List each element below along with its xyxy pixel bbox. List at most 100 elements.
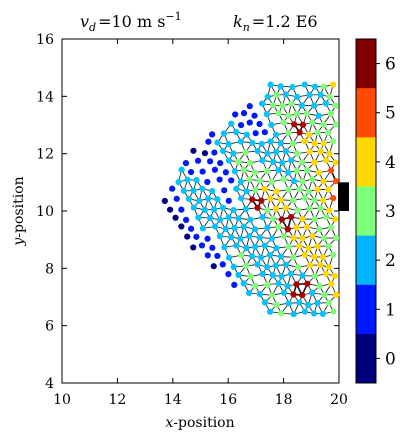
particle [285,129,292,137]
particle [246,176,253,183]
particle [178,166,185,173]
particle [230,263,237,270]
particle [188,225,195,232]
particle [293,167,300,174]
particle [228,120,235,127]
particle [246,119,253,126]
particle [256,234,263,241]
wall-block [338,182,349,211]
particle [314,243,321,250]
particle [299,121,307,128]
particle [299,215,306,223]
particle [325,242,332,250]
particle [199,185,206,192]
particle [285,169,292,176]
particle [205,138,212,145]
particle [272,262,279,269]
particle [228,234,235,241]
particle [256,120,263,128]
particle [333,234,340,242]
particle [246,233,253,240]
particle [201,150,209,157]
particle [270,102,277,109]
particle [198,242,206,249]
particle [273,92,280,99]
particle [316,226,323,233]
particle [180,187,187,194]
particle [216,176,223,183]
particle [264,281,271,288]
particle [328,224,335,231]
particle [304,301,312,309]
particle [285,243,292,250]
particle [225,271,232,278]
particle [235,271,242,279]
particle [264,207,271,214]
particle [230,150,237,157]
particle [242,262,250,269]
colorbar-tick-label: 1 [385,300,396,320]
particle [309,119,316,126]
particle [249,253,256,260]
particle [332,159,339,166]
particle [310,310,318,317]
particle [314,299,321,307]
particle [311,159,318,166]
particle [264,224,271,231]
particle [259,100,266,107]
particle [242,205,249,213]
particle [166,206,174,213]
particle [196,197,203,205]
particle [173,195,180,202]
particle [220,130,227,137]
particle [278,310,285,317]
particle [237,178,244,185]
particle [204,235,211,242]
particle [317,261,324,269]
particle [311,140,318,147]
particle [258,197,265,204]
particle [273,188,280,195]
particle [315,169,323,176]
particle [290,234,297,241]
particle [267,81,274,88]
particle [221,187,228,194]
particle [232,111,239,118]
particle [289,140,296,147]
particle [299,178,306,185]
particle [256,291,264,298]
particle [280,232,287,240]
particle [185,195,193,203]
particle [294,264,302,271]
particle [328,280,335,288]
particle [330,138,337,145]
particle [261,299,268,306]
particle [332,121,339,128]
particle [291,121,298,128]
colorbar-tick-label: 3 [385,202,396,222]
particle [290,254,297,261]
particle [230,207,237,214]
particle [252,282,259,290]
x-tick-label: 20 [330,392,348,408]
x-axis-label: x-position [165,415,234,431]
particle [315,112,322,119]
particle [296,299,303,306]
particle [306,148,313,155]
particle [273,301,280,309]
particle [243,131,250,138]
particle [299,292,306,299]
particle [183,216,190,223]
particle [293,110,301,117]
particle [320,197,327,204]
particle [294,207,301,214]
particle [301,195,309,202]
particle [311,216,318,223]
particle [299,159,306,166]
particle [237,235,244,242]
particle [261,129,268,136]
particle [231,224,238,232]
x-tick-label: 18 [275,392,293,408]
particle [259,157,266,164]
particle [296,129,303,136]
